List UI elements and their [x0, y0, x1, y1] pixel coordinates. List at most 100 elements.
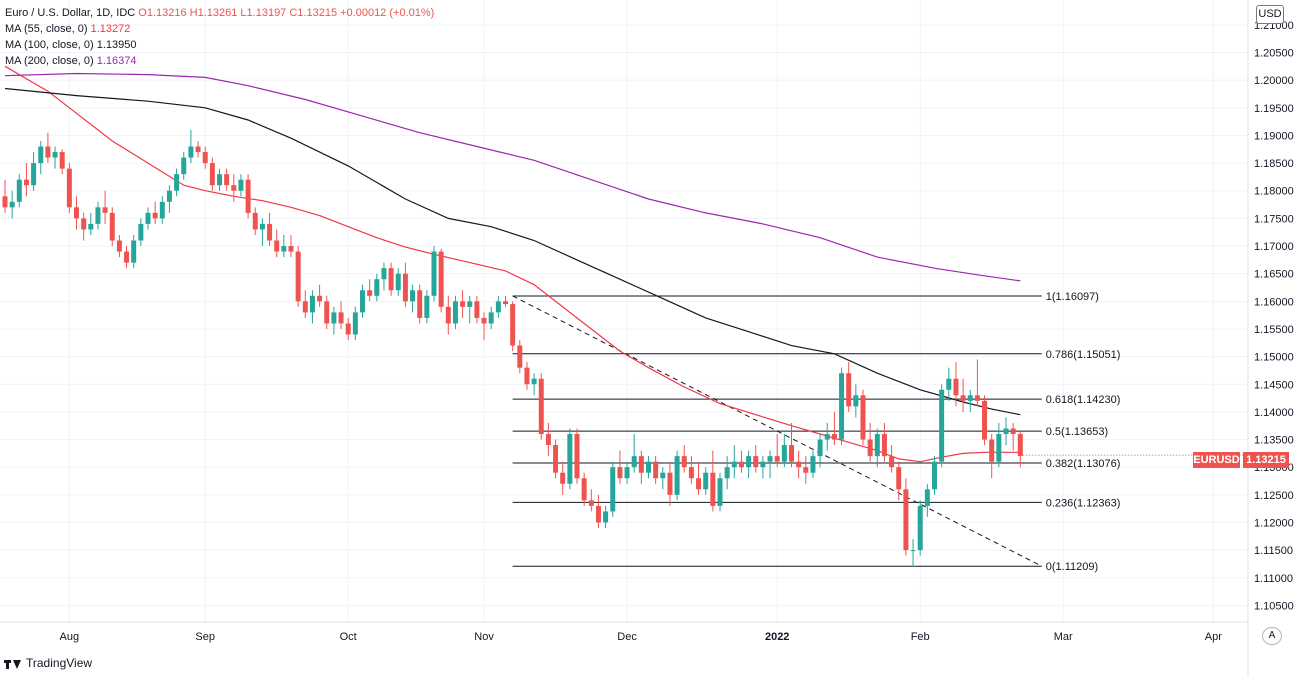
- candle: [817, 434, 823, 468]
- candle-body: [224, 174, 230, 186]
- candle-body: [417, 290, 423, 318]
- fib-level-label: 0.618(1.14230): [1046, 394, 1121, 406]
- candle: [474, 295, 480, 324]
- candle: [52, 146, 58, 169]
- candle-body: [9, 201, 15, 208]
- candle-body: [932, 461, 937, 490]
- candle: [646, 456, 651, 479]
- candle: [867, 422, 873, 462]
- candle: [245, 174, 251, 219]
- candle-body: [717, 478, 723, 506]
- price-tick-label: 1.12500: [1254, 490, 1294, 502]
- ma200-value: 1.16374: [96, 55, 137, 67]
- brand-logo-link[interactable]: TradingView: [4, 656, 92, 670]
- candle: [696, 461, 702, 495]
- candle-body: [95, 207, 101, 224]
- candle: [116, 234, 122, 258]
- candle: [588, 489, 594, 512]
- candle: [188, 129, 194, 164]
- candle-body: [817, 439, 823, 457]
- candle-body: [574, 434, 580, 479]
- candle-body: [646, 461, 651, 473]
- legend-row-ma200[interactable]: MA (200, close, 0) 1.16374: [5, 53, 434, 69]
- price-axis[interactable]: 1.105001.110001.115001.120001.125001.130…: [1254, 20, 1294, 613]
- candle: [38, 140, 44, 175]
- auto-scale-button[interactable]: A: [1262, 627, 1282, 645]
- fib-level-label: 0.382(1.13076): [1046, 458, 1121, 470]
- legend-row-ma55[interactable]: MA (55, close, 0) 1.13272: [5, 21, 434, 37]
- candle: [595, 494, 601, 529]
- candle-body: [660, 472, 666, 479]
- candle-body: [831, 434, 837, 440]
- candle-body: [324, 301, 330, 324]
- candle-body: [581, 478, 587, 501]
- candle-body: [653, 461, 659, 479]
- candle-body: [88, 223, 94, 230]
- candle-body: [295, 251, 301, 302]
- candle-body: [267, 223, 273, 241]
- time-tick-label: Apr: [1205, 631, 1222, 643]
- ma200-label: MA (200, close, 0): [5, 55, 94, 67]
- symbol-title[interactable]: Euro / U.S. Dollar, 1D, IDC: [5, 7, 136, 19]
- candle: [824, 422, 830, 451]
- time-tick-label: Dec: [617, 631, 637, 643]
- candle: [939, 384, 945, 468]
- candle: [681, 445, 687, 473]
- price-tick-label: 1.13500: [1254, 435, 1294, 447]
- time-tick-label: Nov: [474, 631, 494, 643]
- candle: [295, 246, 301, 307]
- chart-legend: Euro / U.S. Dollar, 1D, IDC O1.13216 H1.…: [5, 5, 434, 69]
- candle-body: [152, 212, 158, 219]
- plot-background: [0, 0, 1248, 622]
- candle-body: [45, 146, 51, 158]
- candle-body: [738, 461, 744, 468]
- candle-body: [159, 201, 165, 219]
- candle-body: [560, 472, 566, 484]
- time-tick-label: Oct: [340, 631, 357, 643]
- candle-body: [839, 373, 845, 440]
- candle-body: [603, 511, 609, 523]
- candle: [889, 445, 895, 473]
- candle-body: [460, 301, 466, 307]
- candle-body: [760, 461, 766, 468]
- candle: [753, 445, 759, 473]
- fib-level-label: 1(1.16097): [1046, 291, 1099, 303]
- candle: [603, 505, 609, 529]
- candle: [45, 132, 51, 164]
- candle-body: [781, 445, 787, 462]
- candle: [259, 218, 265, 247]
- candle: [317, 284, 323, 307]
- candle: [932, 456, 937, 495]
- candle-body: [517, 345, 523, 368]
- candle: [338, 301, 344, 329]
- candle: [88, 212, 94, 235]
- candle-body: [503, 301, 508, 305]
- price-tick-label: 1.15000: [1254, 352, 1294, 364]
- legend-row-ma100[interactable]: MA (100, close, 0) 1.13950: [5, 37, 434, 53]
- time-axis[interactable]: Aug Sep Oct Nov Dec 2022 Feb Mar Apr: [60, 631, 1223, 643]
- candle-body: [116, 240, 122, 252]
- candle: [460, 290, 466, 318]
- candle: [402, 262, 408, 307]
- candle-body: [524, 367, 530, 385]
- candle: [903, 478, 909, 556]
- candle-body: [710, 472, 716, 506]
- candle-body: [824, 434, 830, 440]
- candle-body: [374, 279, 380, 296]
- candle-body: [982, 400, 988, 440]
- candle-body: [388, 268, 394, 291]
- candle: [281, 234, 287, 258]
- candle: [1017, 431, 1023, 468]
- price-tick-label: 1.17000: [1254, 241, 1294, 253]
- candle: [517, 340, 523, 374]
- symbol-price-tag: EURUSD: [1193, 452, 1240, 468]
- price-tick-label: 1.20000: [1254, 75, 1294, 87]
- currency-button[interactable]: USD: [1256, 5, 1284, 24]
- candle: [217, 168, 222, 191]
- fibonacci-retracement[interactable]: 1(1.16097) 0.786(1.15051) 0.618(1.14230) 0.…: [512, 291, 1121, 573]
- candle: [746, 450, 752, 479]
- candle: [445, 295, 451, 335]
- price-tick-label: 1.11500: [1254, 545, 1293, 557]
- candle: [252, 207, 258, 235]
